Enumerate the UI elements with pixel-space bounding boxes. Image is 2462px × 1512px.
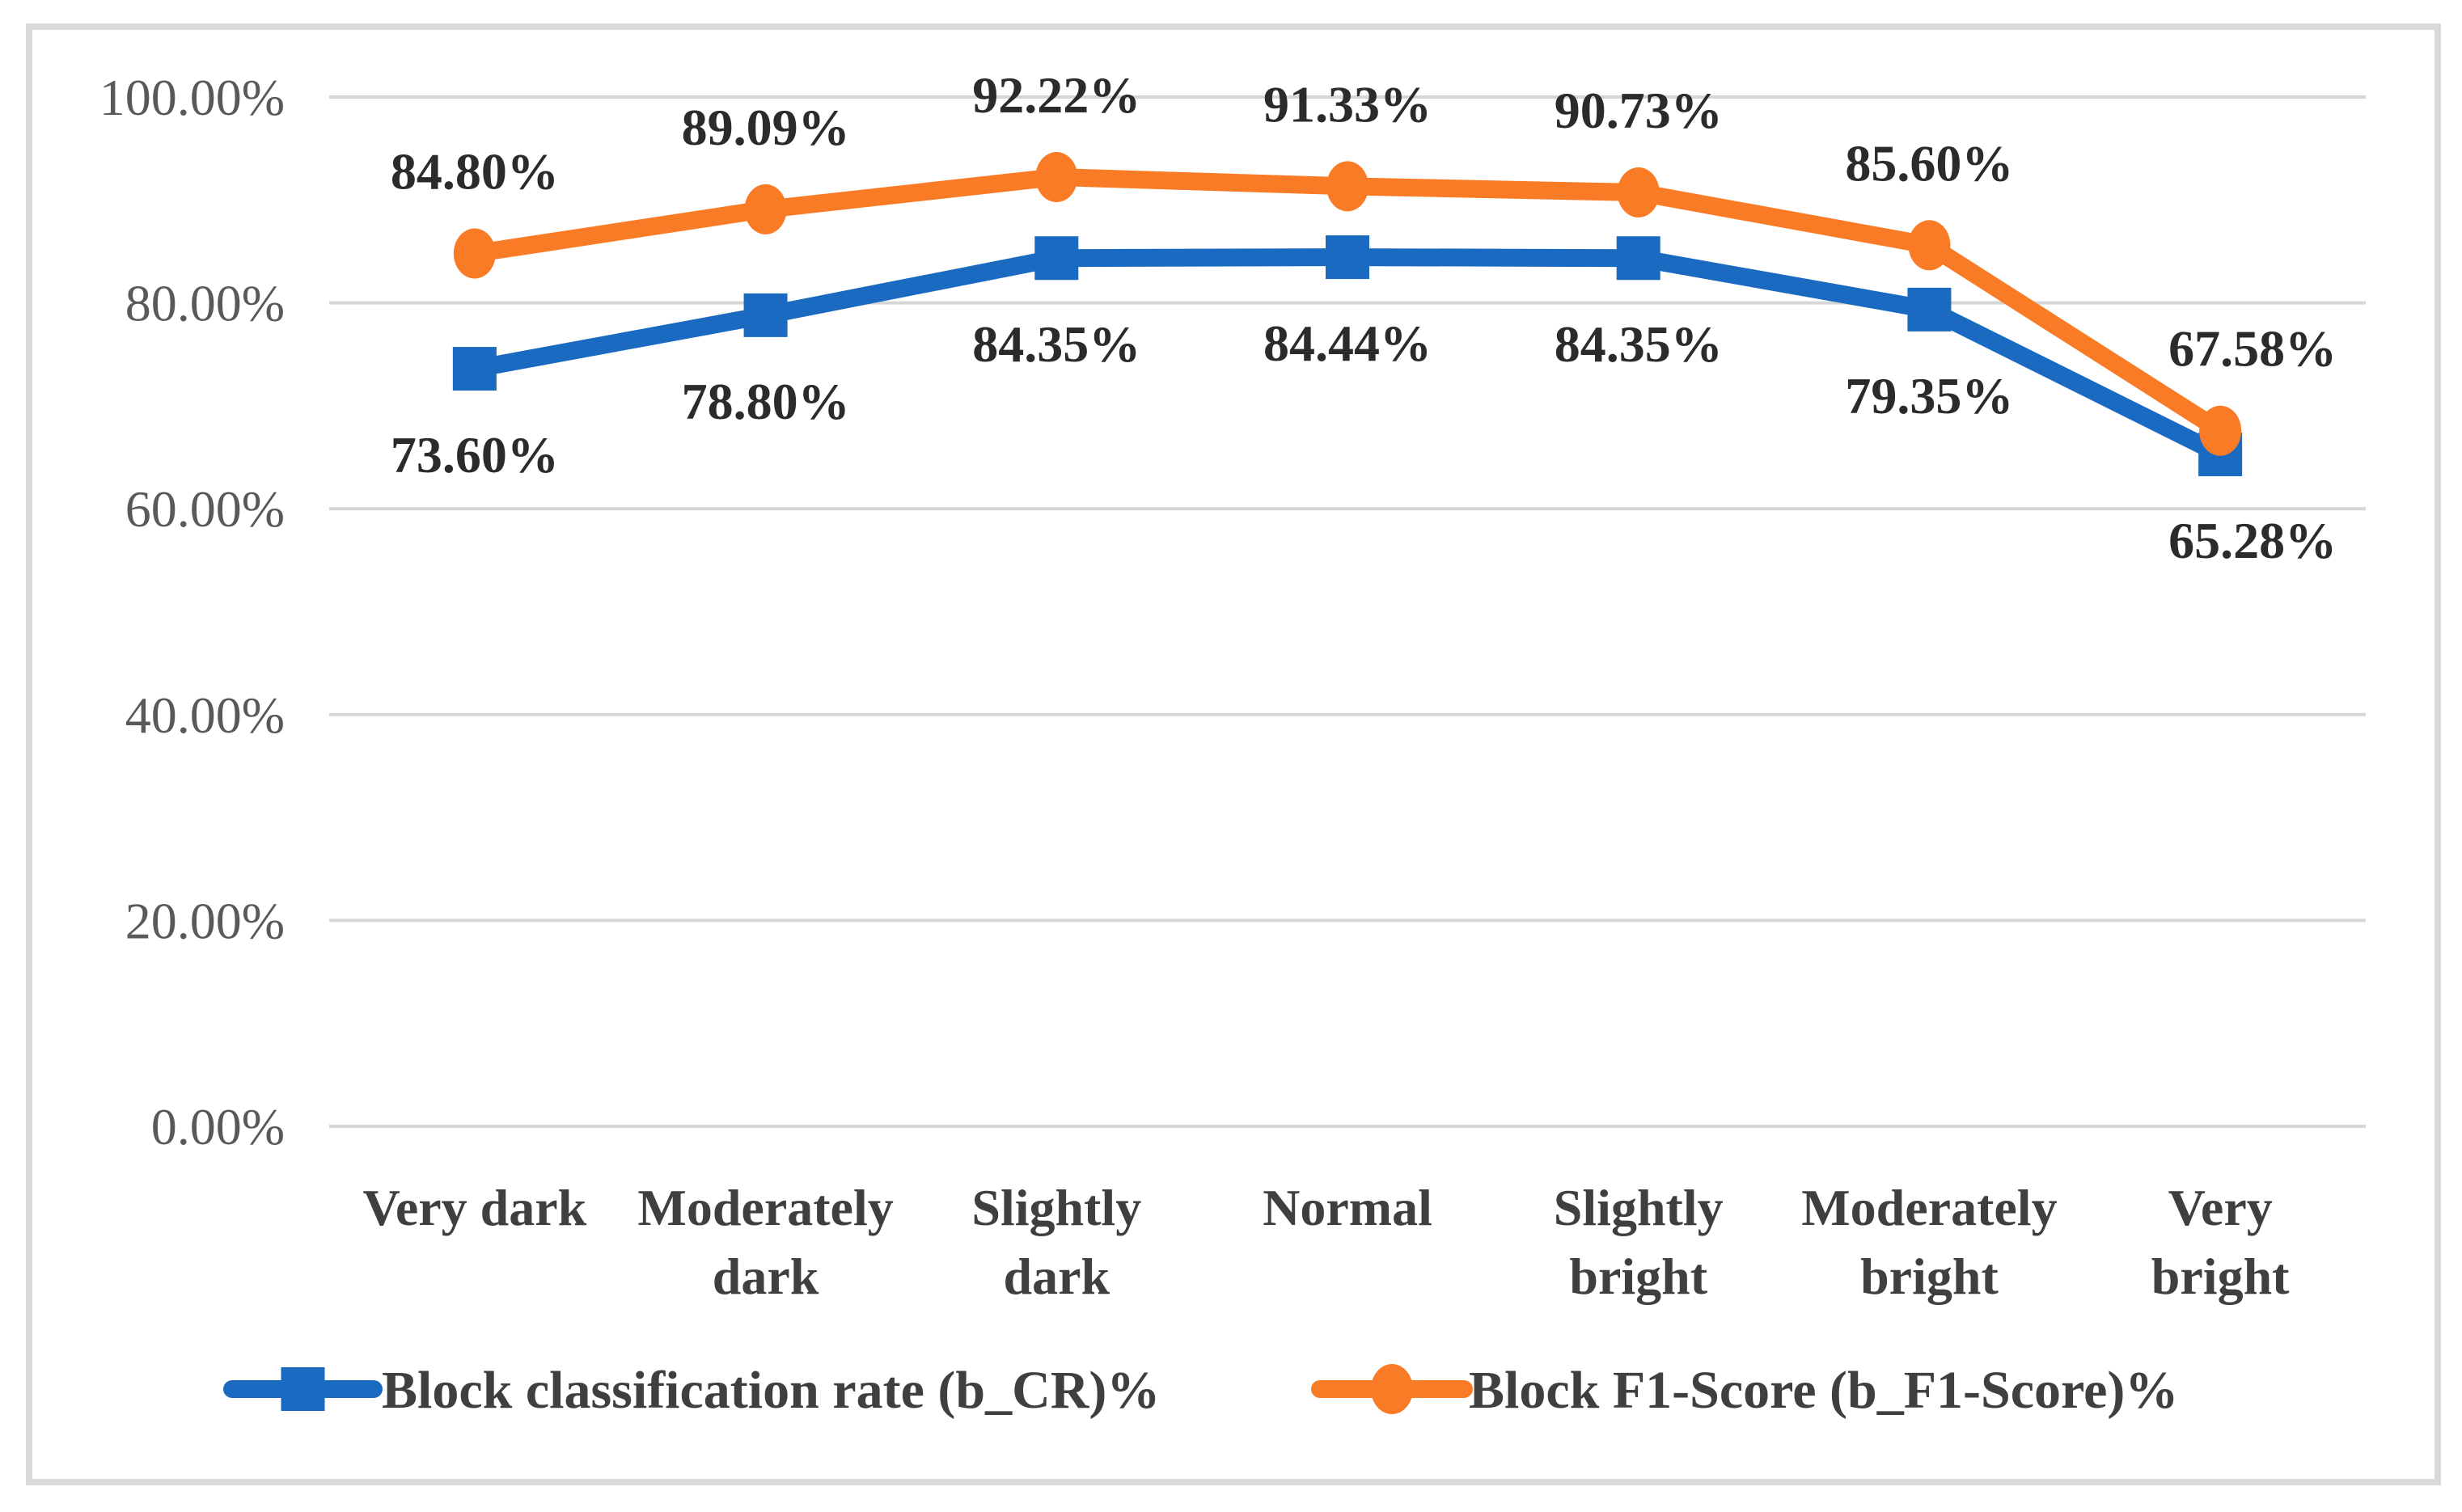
data-label: 79.35%	[1845, 367, 2013, 424]
legend-item-bcr: Block classification rate (b_CR)%	[223, 1361, 1160, 1420]
legend-item-f1: Block F1-Score (b_F1-Score)%	[1311, 1361, 2178, 1420]
square-marker	[1034, 236, 1079, 281]
x-category-label: Moderately	[637, 1179, 893, 1236]
x-category-label: bright	[1860, 1248, 1999, 1305]
circle-marker	[453, 228, 496, 279]
circle-marker	[1617, 167, 1660, 218]
x-category-label: dark	[713, 1248, 819, 1305]
y-tick-label: 0.00%	[151, 1098, 285, 1155]
square-marker	[1326, 235, 1369, 280]
data-label: 84.44%	[1263, 315, 1432, 372]
legend: Block classification rate (b_CR)% Block F…	[223, 1361, 2178, 1420]
square-marker	[452, 347, 497, 391]
circle-marker	[2199, 405, 2242, 456]
data-label: 73.60%	[391, 426, 559, 484]
x-category-label: Moderately	[1801, 1179, 2057, 1236]
data-label: 89.09%	[682, 99, 850, 156]
figure-border	[26, 23, 2441, 1485]
data-label: 92.22%	[972, 66, 1140, 124]
data-label: 65.28%	[2168, 512, 2337, 569]
circle-marker	[1326, 161, 1368, 212]
gridlines	[329, 95, 2366, 1128]
data-label: 85.60%	[1845, 134, 2013, 192]
circle-marker	[744, 184, 787, 234]
x-category-label: Very dark	[362, 1179, 586, 1236]
x-axis-labels: Very dark Moderately dark Slightly dark Norma…	[362, 1179, 2290, 1305]
data-labels-layer: 73.60% 78.80% 84.35% 84.44% 84.35% 79.35% 65.2…	[391, 66, 2337, 569]
legend-square-marker-icon	[281, 1367, 325, 1411]
y-tick-label: 20.00%	[125, 892, 285, 949]
x-category-label: dark	[1003, 1248, 1110, 1305]
square-marker	[743, 293, 788, 337]
data-label: 78.80%	[682, 373, 850, 430]
x-category-label: Very	[2168, 1179, 2273, 1236]
x-category-label: Normal	[1263, 1179, 1432, 1236]
data-label: 84.35%	[1555, 315, 1723, 373]
legend-label: Block classification rate (b_CR)%	[382, 1361, 1160, 1420]
y-tick-label: 80.00%	[125, 275, 285, 332]
circle-marker	[1908, 220, 1951, 271]
data-label: 67.58%	[2168, 320, 2337, 378]
square-marker	[1616, 236, 1660, 281]
square-marker	[1907, 287, 1952, 332]
x-category-label: Slightly	[971, 1179, 1141, 1236]
series-layer	[452, 152, 2243, 476]
data-label: 84.35%	[972, 315, 1140, 373]
data-label: 90.73%	[1555, 82, 1723, 139]
x-category-label: bright	[1569, 1248, 1707, 1305]
y-tick-label: 100.00%	[99, 69, 285, 126]
circle-marker	[1035, 152, 1078, 203]
legend-label: Block F1-Score (b_F1-Score)%	[1469, 1361, 2178, 1420]
legend-circle-marker-icon	[1371, 1364, 1413, 1414]
y-axis-labels: 0.00% 20.00% 40.00% 60.00% 80.00% 100.00%	[99, 69, 285, 1155]
data-label: 91.33%	[1263, 75, 1432, 133]
data-label: 84.80%	[391, 142, 559, 200]
y-tick-label: 60.00%	[125, 480, 285, 538]
x-category-label: Slightly	[1554, 1179, 1724, 1236]
y-tick-label: 40.00%	[125, 686, 285, 744]
x-category-label: bright	[2151, 1248, 2290, 1305]
